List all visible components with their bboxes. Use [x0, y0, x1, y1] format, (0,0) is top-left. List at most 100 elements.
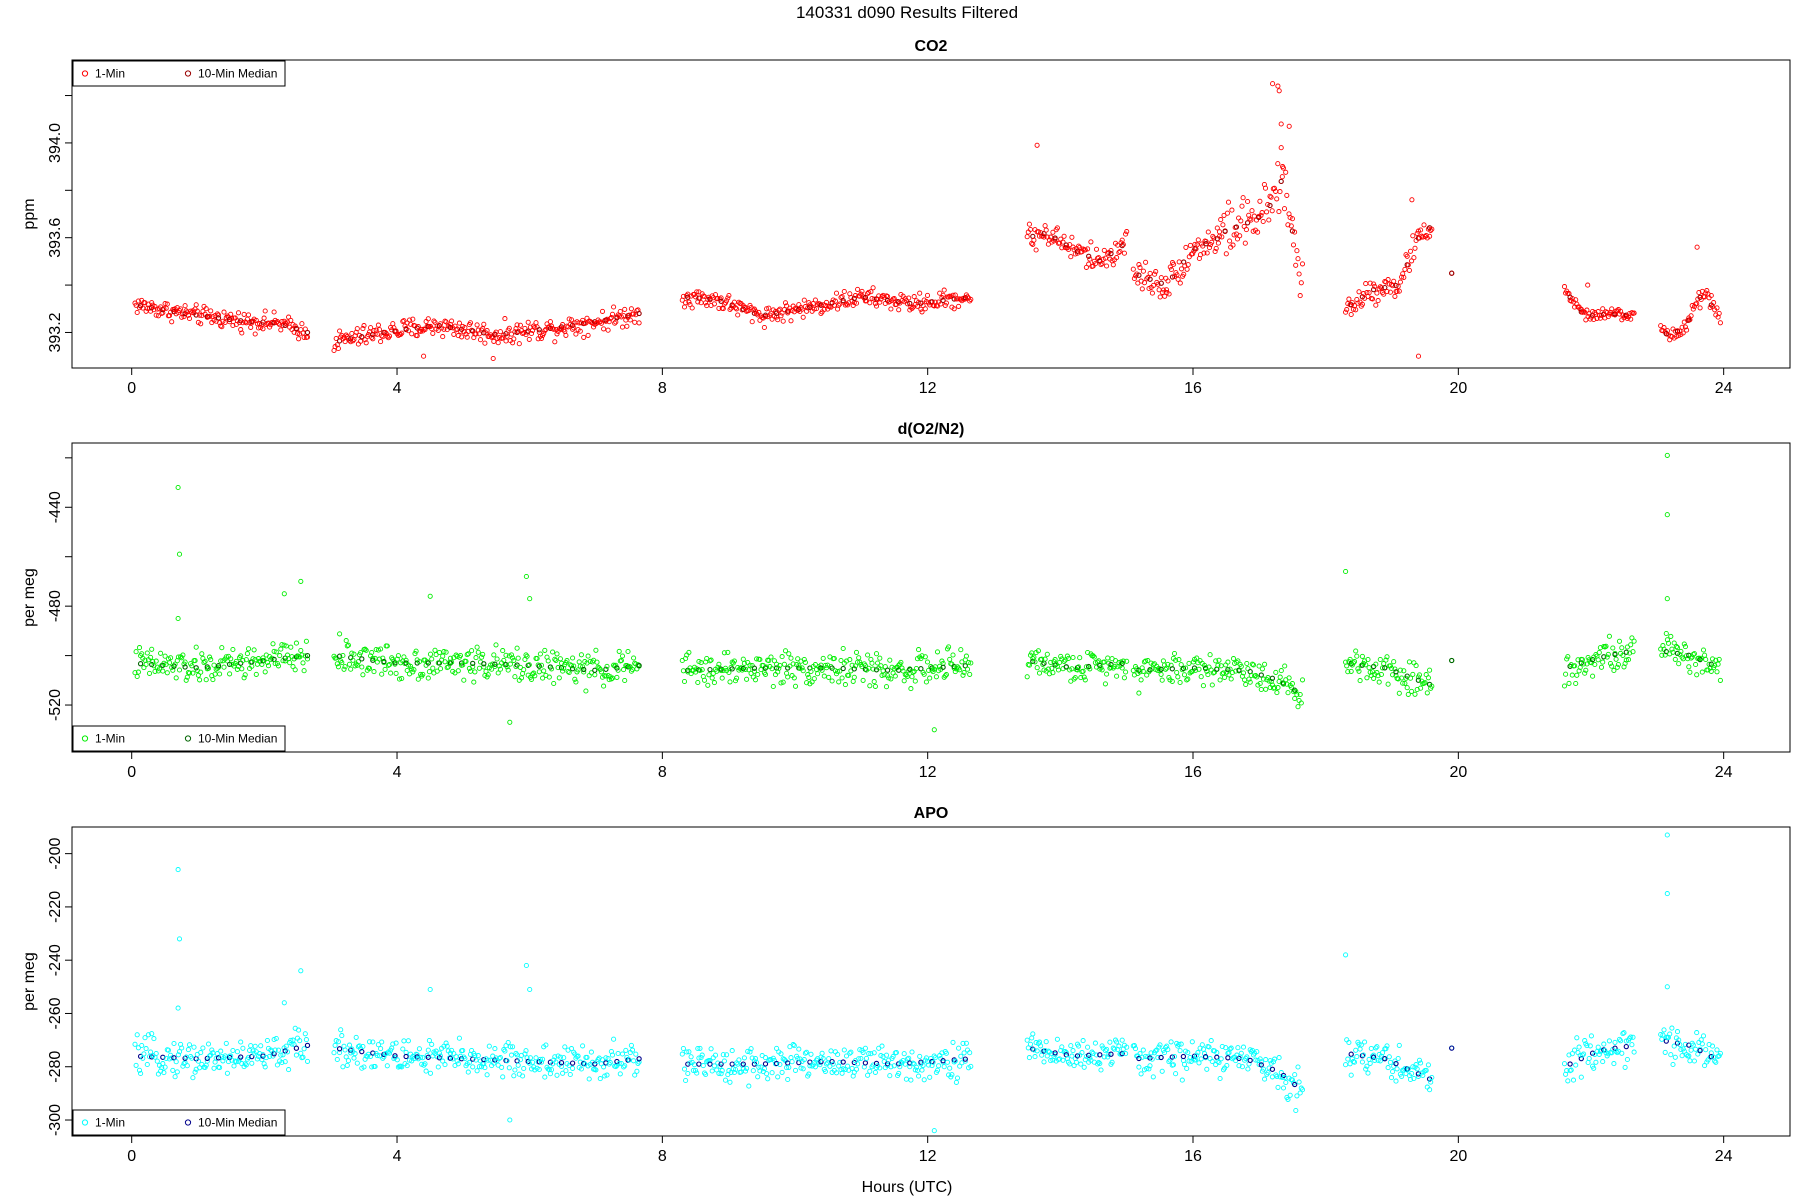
- point-1min: [381, 1054, 387, 1060]
- x-tick-label: 16: [1184, 1148, 1202, 1165]
- point-1min: [143, 661, 149, 668]
- point-1min: [570, 1065, 576, 1071]
- point-1min: [587, 658, 593, 664]
- point-1min: [1418, 1060, 1424, 1066]
- point-1min: [457, 652, 464, 659]
- point-1min: [916, 1073, 922, 1079]
- point-1min: [734, 675, 740, 681]
- point-1min: [1136, 262, 1142, 268]
- point-1min: [1036, 670, 1043, 676]
- point-1min: [350, 338, 356, 344]
- point-1min: [203, 306, 209, 312]
- point-1min: [422, 327, 428, 333]
- point-1min: [1569, 1051, 1575, 1057]
- point-median: [1030, 1046, 1036, 1052]
- point-1min: [1093, 246, 1100, 252]
- point-median: [1086, 1052, 1092, 1058]
- point-1min: [192, 658, 198, 664]
- point-1min: [1247, 679, 1253, 685]
- point-1min: [1409, 1070, 1415, 1077]
- point-median: [840, 297, 846, 304]
- point-1min: [740, 656, 746, 662]
- point-1min: [695, 1045, 701, 1052]
- point-1min: [1418, 227, 1424, 233]
- point-1min: [370, 655, 376, 661]
- point-1min: [820, 302, 826, 308]
- point-1min: [533, 320, 539, 326]
- point-1min: [622, 677, 628, 684]
- point-1min: [722, 1077, 729, 1083]
- point-1min: [1404, 253, 1410, 259]
- point-1min: [850, 302, 856, 309]
- point-1min: [462, 325, 468, 331]
- point-1min: [941, 287, 947, 293]
- point-1min: [1147, 1063, 1153, 1069]
- point-1min: [1593, 1059, 1599, 1065]
- point-1min: [1050, 670, 1056, 676]
- point-1min: [1416, 1057, 1423, 1063]
- point-1min: [1582, 1038, 1588, 1044]
- point-1min-outlier: [523, 962, 529, 969]
- point-1min: [1375, 673, 1381, 679]
- point-1min: [1691, 1058, 1697, 1064]
- point-1min: [1605, 651, 1611, 657]
- point-1min: [164, 301, 170, 307]
- point-1min: [524, 653, 530, 659]
- point-1min: [1123, 669, 1129, 675]
- x-tick-label: 24: [1715, 1148, 1733, 1165]
- point-1min: [837, 668, 843, 674]
- point-1min: [441, 326, 447, 332]
- point-1min: [1140, 1047, 1146, 1053]
- point-1min: [339, 660, 345, 666]
- point-1min: [731, 658, 737, 664]
- point-1min: [1250, 662, 1257, 668]
- y-tick-label: -240: [47, 944, 64, 976]
- point-1min: [1583, 667, 1589, 673]
- point-1min: [435, 327, 441, 333]
- point-1min: [719, 1068, 725, 1074]
- point-1min: [735, 312, 741, 318]
- point-1min: [1396, 288, 1402, 294]
- point-1min: [694, 1070, 700, 1076]
- point-1min: [1289, 216, 1295, 222]
- point-median: [1269, 1066, 1276, 1072]
- point-1min: [1396, 1042, 1402, 1048]
- point-1min: [470, 664, 476, 670]
- point-1min: [527, 1055, 533, 1061]
- point-1min: [420, 671, 426, 677]
- point-1min: [862, 1045, 868, 1051]
- legend: 1-Min 10-Min Median: [72, 725, 286, 752]
- point-1min: [1140, 668, 1146, 674]
- point-1min: [1244, 660, 1250, 667]
- point-1min: [263, 1055, 269, 1061]
- point-1min: [841, 288, 847, 295]
- point-1min-outlier: [427, 593, 433, 599]
- point-1min: [142, 1035, 148, 1041]
- point-1min: [1374, 670, 1380, 676]
- point-1min: [160, 1061, 166, 1067]
- point-1min: [198, 669, 204, 675]
- point-1min: [1618, 1038, 1624, 1044]
- point-1min-outlier: [931, 727, 937, 733]
- point-1min: [1098, 262, 1104, 268]
- point-1min: [345, 1058, 351, 1064]
- point-median: [492, 331, 498, 338]
- point-1min: [583, 688, 589, 694]
- point-1min: [962, 1058, 968, 1064]
- point-1min: [217, 1065, 223, 1071]
- point-1min: [426, 669, 432, 675]
- point-1min: [1353, 1047, 1359, 1053]
- point-1min: [462, 1055, 468, 1062]
- point-1min: [1610, 645, 1616, 651]
- point-1min: [382, 666, 388, 672]
- point-1min: [804, 680, 810, 686]
- point-1min: [769, 1070, 775, 1076]
- point-1min: [860, 677, 866, 683]
- point-1min: [504, 664, 510, 670]
- legend-label: 10-Min Median: [198, 732, 277, 746]
- point-1min: [1631, 1049, 1637, 1055]
- point-1min: [1292, 695, 1298, 702]
- point-1min: [547, 319, 553, 325]
- point-1min: [434, 668, 440, 674]
- point-1min: [786, 308, 792, 314]
